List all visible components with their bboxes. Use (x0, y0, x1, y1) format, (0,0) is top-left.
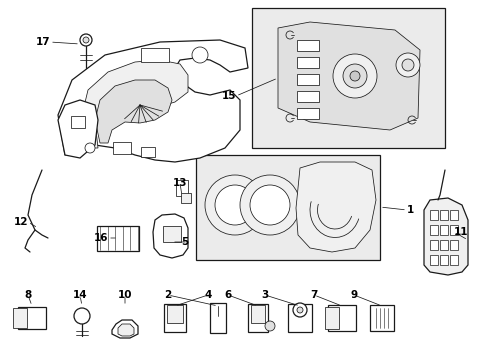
Bar (296, 108, 318, 118)
Bar (296, 57, 318, 68)
Polygon shape (423, 198, 467, 275)
Polygon shape (58, 100, 98, 158)
Circle shape (395, 53, 419, 77)
Circle shape (240, 175, 299, 235)
Bar (209, 303, 225, 333)
Bar (287, 304, 311, 332)
Circle shape (332, 54, 376, 98)
Circle shape (292, 303, 306, 317)
Text: 8: 8 (24, 290, 32, 300)
Circle shape (204, 175, 264, 235)
Bar (113, 142, 131, 154)
Bar (325, 307, 338, 329)
Text: 16: 16 (93, 233, 108, 243)
Text: 6: 6 (224, 290, 231, 300)
Circle shape (74, 308, 90, 324)
Bar (369, 305, 393, 331)
Circle shape (401, 59, 413, 71)
Circle shape (215, 185, 254, 225)
Text: 17: 17 (35, 37, 50, 47)
Bar (449, 210, 457, 220)
Bar (176, 180, 187, 196)
Bar (181, 193, 191, 203)
Bar (247, 304, 267, 332)
Text: 11: 11 (453, 227, 468, 237)
Bar (439, 210, 447, 220)
Polygon shape (95, 80, 172, 143)
Polygon shape (295, 162, 375, 252)
Polygon shape (58, 40, 247, 162)
Text: 13: 13 (172, 178, 187, 188)
Circle shape (83, 37, 89, 43)
Text: 12: 12 (14, 217, 28, 227)
Polygon shape (118, 324, 134, 336)
Bar (429, 240, 437, 250)
Bar (196, 155, 379, 260)
Bar (429, 225, 437, 235)
Bar (71, 116, 85, 128)
Text: 9: 9 (350, 290, 357, 300)
Bar (296, 90, 318, 102)
Polygon shape (112, 320, 138, 338)
Text: 7: 7 (310, 290, 317, 300)
Bar (449, 240, 457, 250)
Circle shape (296, 307, 303, 313)
Text: 15: 15 (221, 91, 236, 101)
Circle shape (342, 64, 366, 88)
Bar (439, 240, 447, 250)
Circle shape (80, 34, 92, 46)
Text: 14: 14 (73, 290, 87, 300)
Bar (449, 255, 457, 265)
Circle shape (249, 185, 289, 225)
Bar (97, 225, 139, 251)
Bar (167, 305, 183, 323)
Polygon shape (153, 214, 187, 258)
Circle shape (192, 47, 207, 63)
Bar (251, 8, 444, 148)
Bar (296, 40, 318, 50)
Bar (429, 255, 437, 265)
Text: 2: 2 (164, 290, 171, 300)
Circle shape (349, 71, 359, 81)
Text: 3: 3 (261, 290, 268, 300)
Text: 1: 1 (406, 205, 413, 215)
Polygon shape (278, 22, 419, 130)
Circle shape (85, 143, 95, 153)
Bar (439, 255, 447, 265)
Text: 10: 10 (118, 290, 132, 300)
Polygon shape (82, 60, 187, 148)
Text: 5: 5 (181, 237, 187, 247)
Bar (250, 305, 264, 323)
Bar (449, 225, 457, 235)
Bar (429, 210, 437, 220)
Bar (296, 73, 318, 85)
Bar (163, 226, 181, 242)
Bar (163, 304, 185, 332)
Bar (327, 305, 355, 331)
Bar (439, 225, 447, 235)
Text: 4: 4 (204, 290, 211, 300)
Bar (13, 308, 27, 328)
Bar (18, 307, 46, 329)
Bar (141, 147, 155, 157)
Bar (141, 48, 169, 62)
Circle shape (264, 321, 274, 331)
